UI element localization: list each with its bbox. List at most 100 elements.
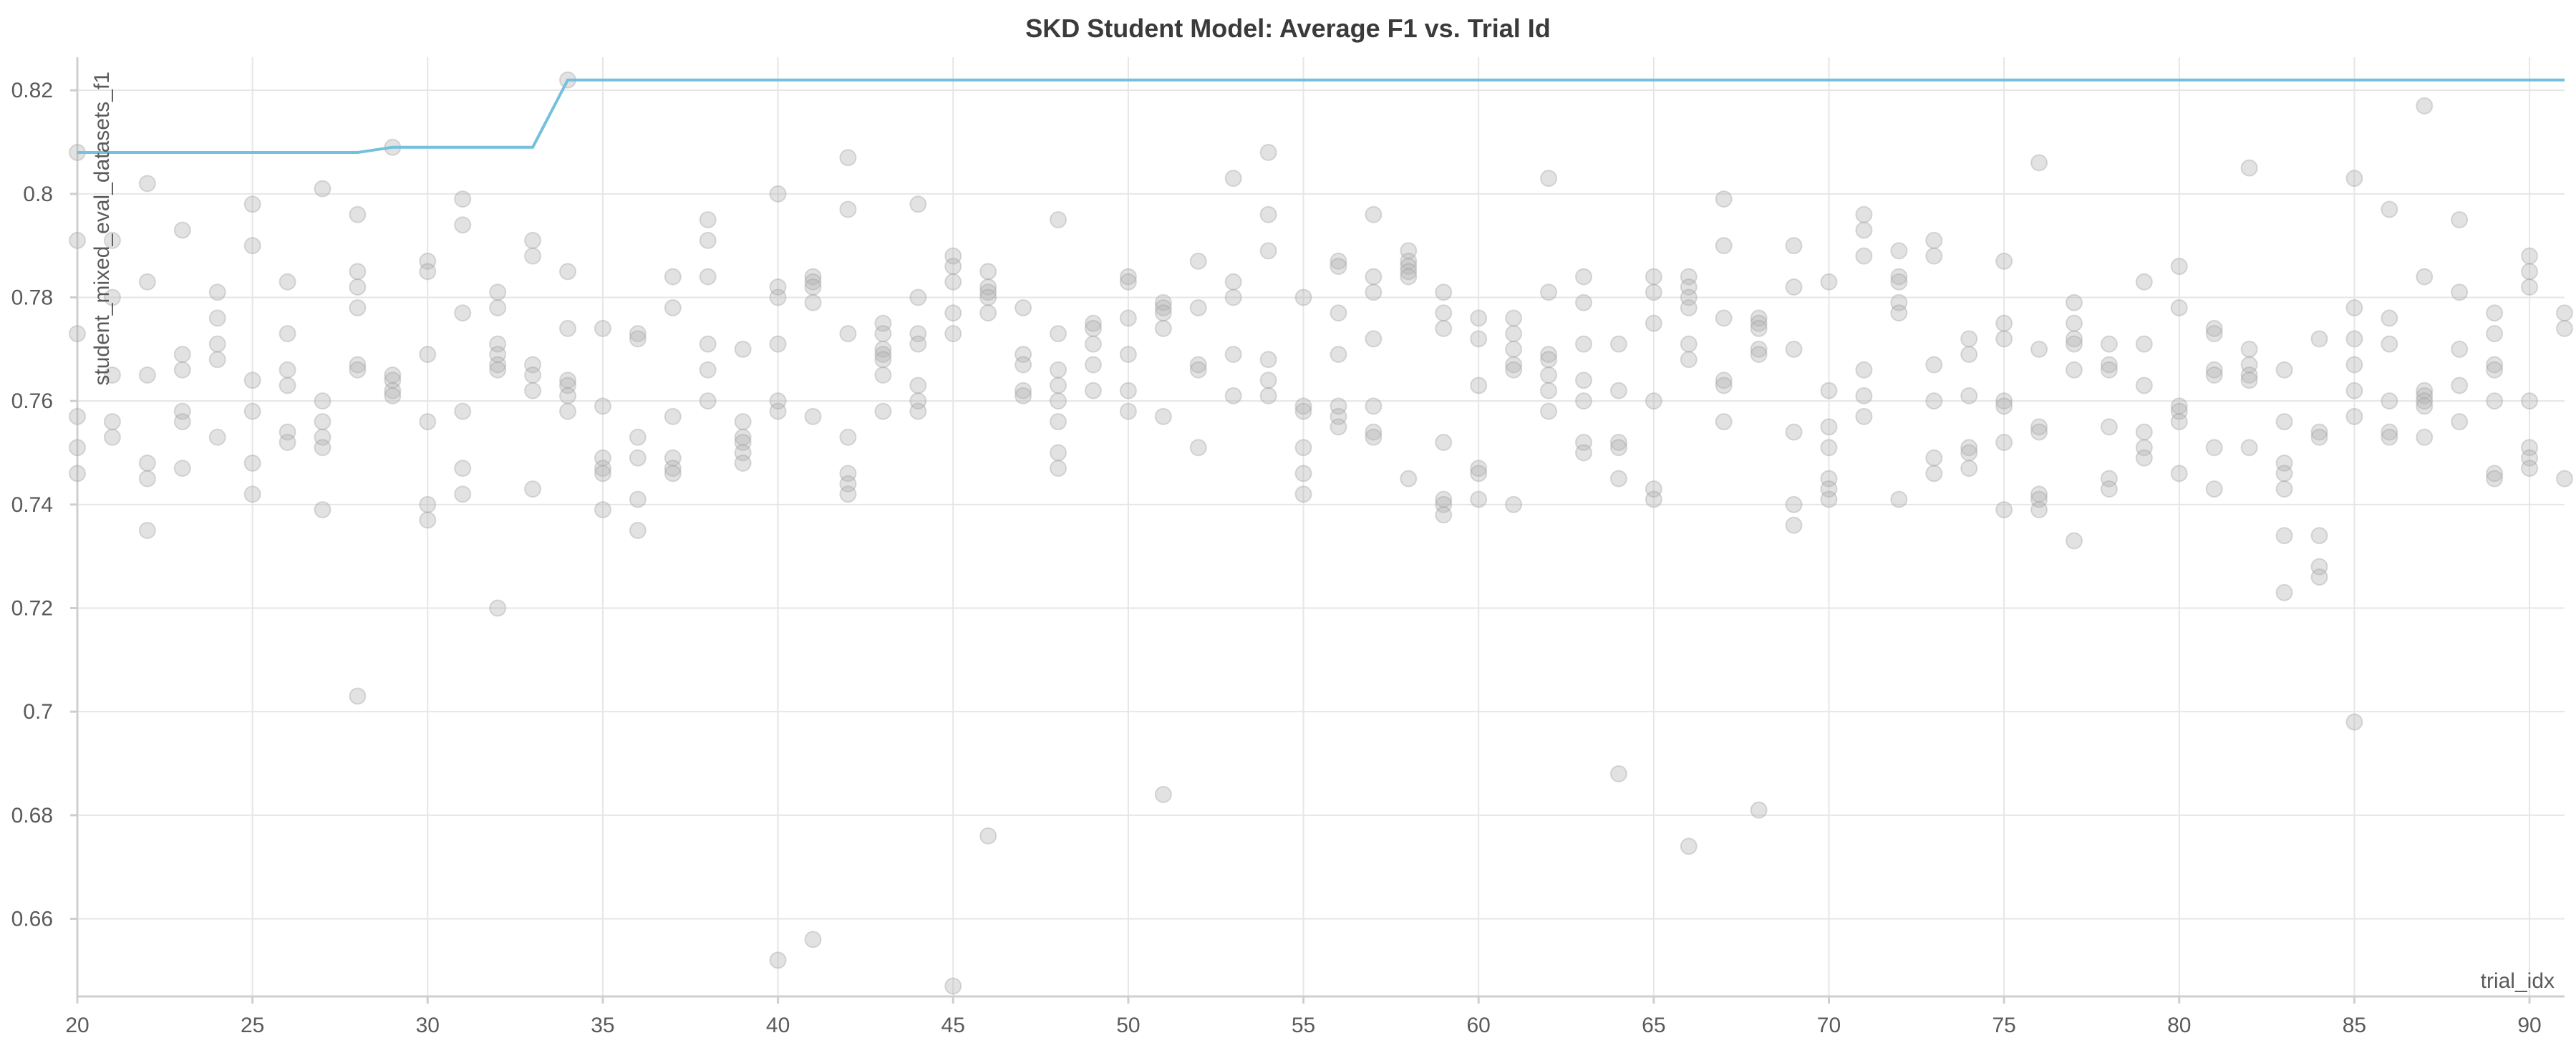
scatter-point	[2416, 397, 2434, 415]
scatter-point	[103, 288, 121, 306]
scatter-point	[1715, 372, 1733, 389]
scatter-point	[559, 387, 577, 404]
scatter-point	[1015, 299, 1032, 316]
scatter-point	[1050, 377, 1067, 394]
best-so-far-line	[77, 78, 2565, 154]
scatter-point	[559, 372, 577, 389]
scatter-point	[1680, 278, 1698, 296]
scatter-point	[979, 263, 997, 281]
scatter-point	[2486, 325, 2504, 343]
scatter-point	[2240, 340, 2258, 358]
x-tick-label: 35	[591, 1014, 614, 1037]
scatter-point	[1435, 490, 1453, 508]
scatter-point	[909, 288, 927, 306]
scatter-point	[1154, 299, 1172, 316]
scatter-point	[1960, 460, 1978, 477]
scatter-point	[2381, 309, 2398, 327]
x-tick-label: 85	[2343, 1014, 2366, 1037]
scatter-point	[2521, 439, 2539, 457]
scatter-point	[2100, 418, 2118, 436]
scatter-point	[349, 361, 367, 379]
scatter-point	[314, 413, 331, 431]
scatter-point	[699, 268, 717, 286]
scatter-point	[664, 407, 682, 425]
scatter-point	[1259, 372, 1277, 389]
scatter-point	[2135, 335, 2153, 353]
scatter-point	[208, 309, 226, 327]
scatter-point	[2135, 439, 2153, 457]
scatter-point	[2416, 268, 2434, 286]
scatter-point	[2170, 258, 2188, 276]
scatter-point	[1365, 330, 1383, 348]
scatter-point	[2486, 465, 2504, 482]
scatter-point	[2030, 490, 2048, 508]
scatter-point	[1645, 490, 1662, 508]
scatter-point	[1960, 387, 1978, 404]
scatter-point	[1470, 330, 1488, 348]
scatter-point	[909, 377, 927, 394]
scatter-point	[769, 278, 787, 296]
scatter-point	[173, 402, 191, 420]
scatter-point	[2556, 470, 2573, 487]
scatter-point	[1119, 309, 1137, 327]
scatter-point	[2240, 159, 2258, 177]
scatter-point	[1015, 346, 1032, 364]
scatter-point	[1890, 273, 1908, 291]
scatter-point	[769, 288, 787, 306]
scatter-point	[2275, 361, 2293, 379]
scatter-point	[69, 231, 86, 249]
scatter-point	[1890, 490, 1908, 508]
scatter-point	[103, 413, 121, 431]
scatter-point	[2416, 382, 2434, 399]
scatter-point	[1224, 170, 1242, 188]
scatter-point	[2345, 713, 2363, 731]
scatter-point	[1330, 418, 1347, 436]
scatter-point	[664, 449, 682, 467]
y-tick-label: 0.76	[11, 389, 53, 413]
scatter-point	[1050, 211, 1067, 228]
y-tick-label: 0.72	[11, 597, 53, 621]
scatter-point	[138, 175, 156, 193]
scatter-point	[1154, 304, 1172, 322]
scatter-point	[1259, 387, 1277, 404]
scatter-point	[734, 444, 752, 462]
scatter-point	[1645, 314, 1662, 332]
scatter-point	[454, 190, 472, 208]
scatter-point	[944, 325, 962, 343]
scatter-point	[1785, 516, 1803, 534]
scatter-point	[1435, 506, 1453, 524]
scatter-point	[1960, 444, 1978, 462]
scatter-point	[734, 340, 752, 358]
scatter-point	[243, 237, 261, 255]
scatter-point	[1154, 785, 1172, 803]
scatter-point	[1294, 288, 1312, 306]
scatter-point	[1855, 205, 1873, 223]
axes	[70, 57, 2565, 1004]
scatter-point	[1750, 309, 1768, 327]
scatter-point	[1189, 252, 1207, 270]
scatter-point	[1820, 273, 1838, 291]
scatter-point	[594, 319, 611, 337]
scatter-point	[1925, 392, 1943, 410]
scatter-point	[1855, 221, 1873, 239]
scatter-point	[1330, 397, 1347, 415]
scatter-point	[1400, 268, 1418, 286]
scatter-point	[1680, 351, 1698, 369]
scatter-point	[1715, 237, 1733, 255]
scatter-point	[1960, 346, 1978, 364]
scatter-point	[909, 195, 927, 213]
grid-lines	[77, 57, 2565, 996]
scatter-point	[2416, 392, 2434, 410]
scatter-point	[769, 392, 787, 410]
scatter-point	[944, 247, 962, 265]
scatter-point	[1890, 293, 1908, 311]
scatter-point	[2240, 439, 2258, 457]
scatter-point	[2065, 532, 2083, 550]
scatter-point	[1785, 423, 1803, 441]
scatter-point	[1050, 392, 1067, 410]
scatter-point	[1259, 242, 1277, 260]
scatter-point	[2345, 407, 2363, 425]
scatter-point	[2556, 319, 2573, 337]
scatter-point	[1015, 382, 1032, 399]
